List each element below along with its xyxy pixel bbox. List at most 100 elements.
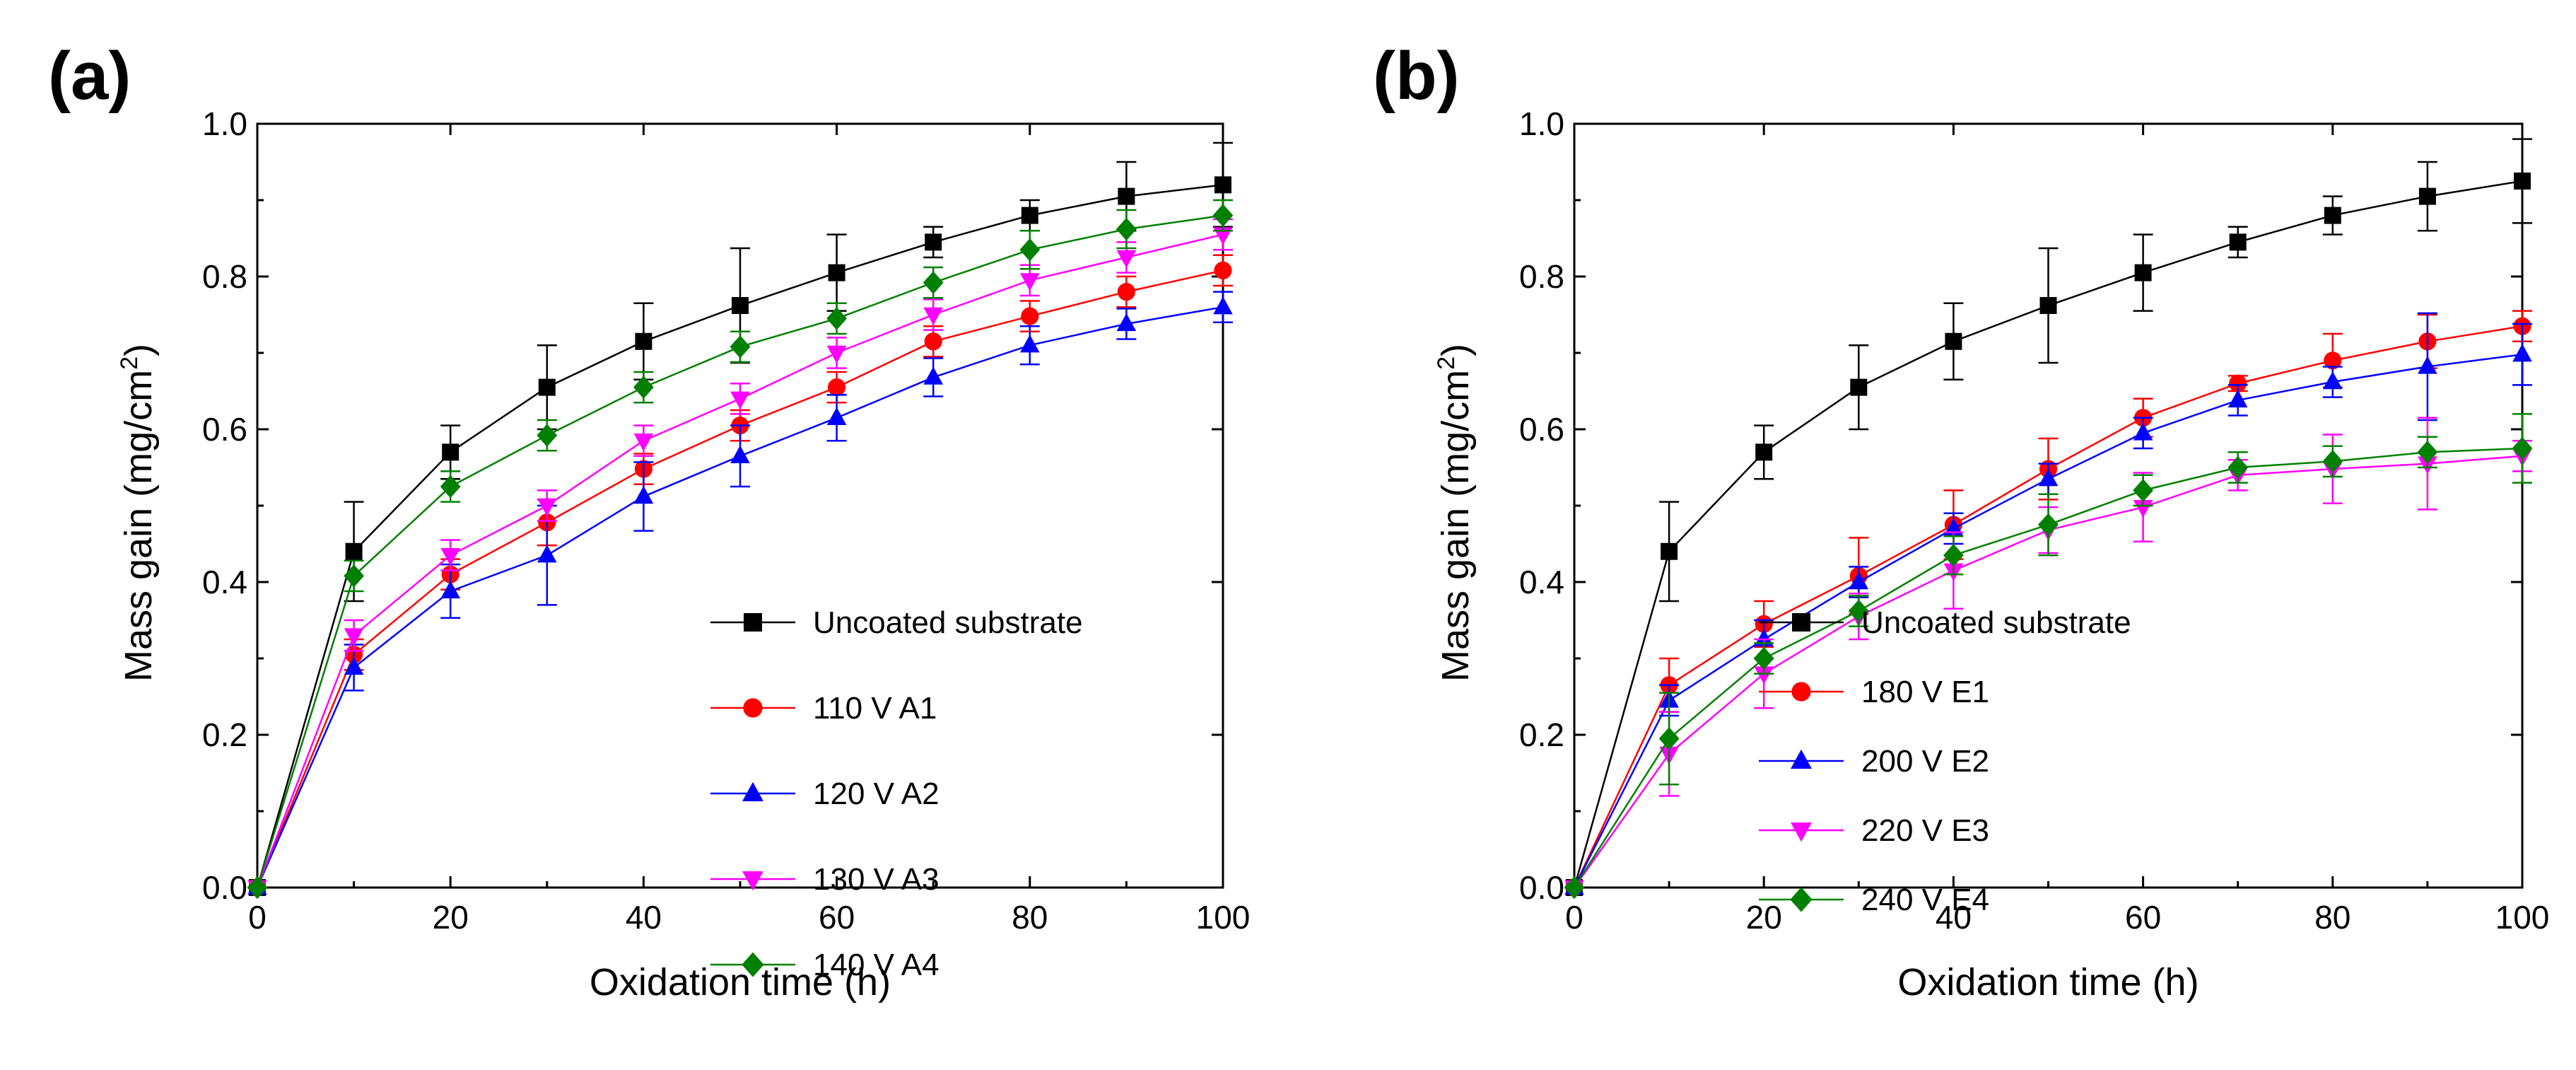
data-point: [732, 297, 749, 315]
y-axis-title: Mass gain (mg/cm2): [1433, 344, 1477, 682]
x-tick-label: 40: [626, 899, 662, 936]
data-point: [925, 233, 942, 251]
chart-panel-b: (b) 0 20 40 60 80 100 0.0 0.2 0.4 0.6 0.8 1.0 Oxidati…: [1373, 38, 2549, 1004]
data-point: [2229, 233, 2247, 251]
data-point: [2322, 450, 2343, 473]
data-point: [1021, 207, 1038, 224]
y-axis-title-superscript: 2: [116, 356, 143, 370]
data-point: [537, 424, 558, 447]
data-point: [730, 391, 750, 409]
legend-label: 130 V A3: [813, 862, 939, 897]
data-point: [2324, 351, 2342, 370]
data-point: [1849, 571, 1869, 590]
x-tick-label: 0: [248, 899, 267, 936]
legend-label: 120 V A2: [813, 777, 939, 811]
data-point: [537, 545, 557, 563]
data-point: [635, 332, 652, 350]
data-point: [2418, 187, 2436, 205]
data-point: [2038, 513, 2059, 537]
data-point: [2133, 499, 2153, 518]
data-point: [1754, 629, 1774, 647]
data-point: [2227, 389, 2248, 408]
y-tick-label: 0.6: [202, 411, 247, 448]
panel-label: (a): [48, 38, 131, 114]
data-point: [440, 475, 461, 499]
legend-label: 220 V E3: [1861, 813, 1989, 848]
y-tick-label: 0.8: [1519, 258, 1564, 295]
data-point: [345, 542, 363, 560]
data-point: [1943, 544, 1964, 567]
data-point: [730, 445, 750, 463]
legend-label: 180 V E1: [1861, 675, 1989, 709]
data-point: [440, 580, 460, 599]
data-point: [828, 378, 846, 397]
data-point: [1116, 217, 1137, 241]
y-tick-label: 0.4: [1519, 564, 1564, 600]
series-uncoated-substrate: [249, 141, 1233, 896]
x-tick-label: 100: [1196, 899, 1251, 936]
data-point: [923, 366, 943, 385]
data-point: [633, 486, 654, 504]
x-tick-label: 20: [1746, 899, 1782, 936]
data-point: [2133, 422, 2153, 441]
y-axis-title-superscript: 2: [1433, 356, 1460, 370]
legend-marker: [1791, 749, 1812, 769]
y-tick-label: 0.0: [1519, 869, 1564, 906]
data-point: [1848, 599, 1869, 623]
series-200-v-e2: [1564, 312, 2532, 895]
legend-marker: [1791, 682, 1811, 702]
y-tick-label: 1.0: [1519, 105, 1564, 142]
data-point: [2133, 479, 2153, 502]
data-point: [1021, 307, 1039, 325]
data-point: [826, 345, 847, 364]
series-240-v-e4: [1564, 413, 2533, 900]
x-tick-label: 60: [2125, 899, 2161, 936]
legend-marker: [1790, 887, 1813, 912]
data-point: [1116, 313, 1137, 332]
data-point: [1213, 227, 1233, 245]
y-axis-title: Mass gain (mg/cm2): [116, 344, 160, 682]
x-tick-label: 80: [1012, 899, 1048, 936]
data-point: [344, 564, 364, 588]
data-point: [2039, 297, 2057, 315]
y-tick-label: 0.4: [202, 564, 247, 600]
data-point: [1754, 666, 1774, 685]
y-axis-title-close: ): [1434, 344, 1477, 356]
data-point: [1753, 646, 1774, 670]
data-point: [2038, 468, 2059, 487]
data-point: [2134, 264, 2152, 281]
data-point: [1850, 378, 1868, 396]
data-point: [537, 498, 557, 516]
data-point: [923, 271, 944, 294]
data-point: [1214, 176, 1231, 194]
x-axis-title: Oxidation time (h): [1897, 961, 2199, 1004]
y-tick-label: 0.6: [1519, 411, 1564, 448]
data-point: [1658, 727, 1680, 750]
data-point: [2512, 344, 2532, 362]
panel-label: (b): [1373, 38, 1460, 114]
data-point: [1020, 273, 1040, 291]
data-point: [2417, 441, 2438, 464]
data-point: [1661, 542, 1678, 560]
y-tick-label: 0.8: [202, 258, 247, 295]
series-140-v-a4: [247, 199, 1234, 900]
data-point: [2512, 436, 2533, 460]
x-axis-title: Oxidation time (h): [590, 961, 891, 1004]
y-tick-label: 0.0: [202, 869, 247, 906]
data-point: [2229, 374, 2247, 392]
data-point: [1943, 518, 1964, 536]
data-point: [924, 332, 942, 351]
legend: Uncoated substrate 180 V E1 200 V E2 220 V …: [1759, 605, 2131, 917]
legend-label: 240 V E4: [1861, 883, 1989, 917]
data-point: [440, 548, 460, 566]
legend-marker: [1792, 613, 1810, 632]
data-point: [1564, 876, 1585, 900]
x-tick-label: 60: [819, 899, 855, 936]
data-point: [826, 307, 847, 330]
x-tick-label: 20: [433, 899, 469, 936]
data-point: [826, 407, 847, 425]
x-tick-label: 80: [2314, 899, 2350, 936]
data-point: [1019, 238, 1041, 262]
